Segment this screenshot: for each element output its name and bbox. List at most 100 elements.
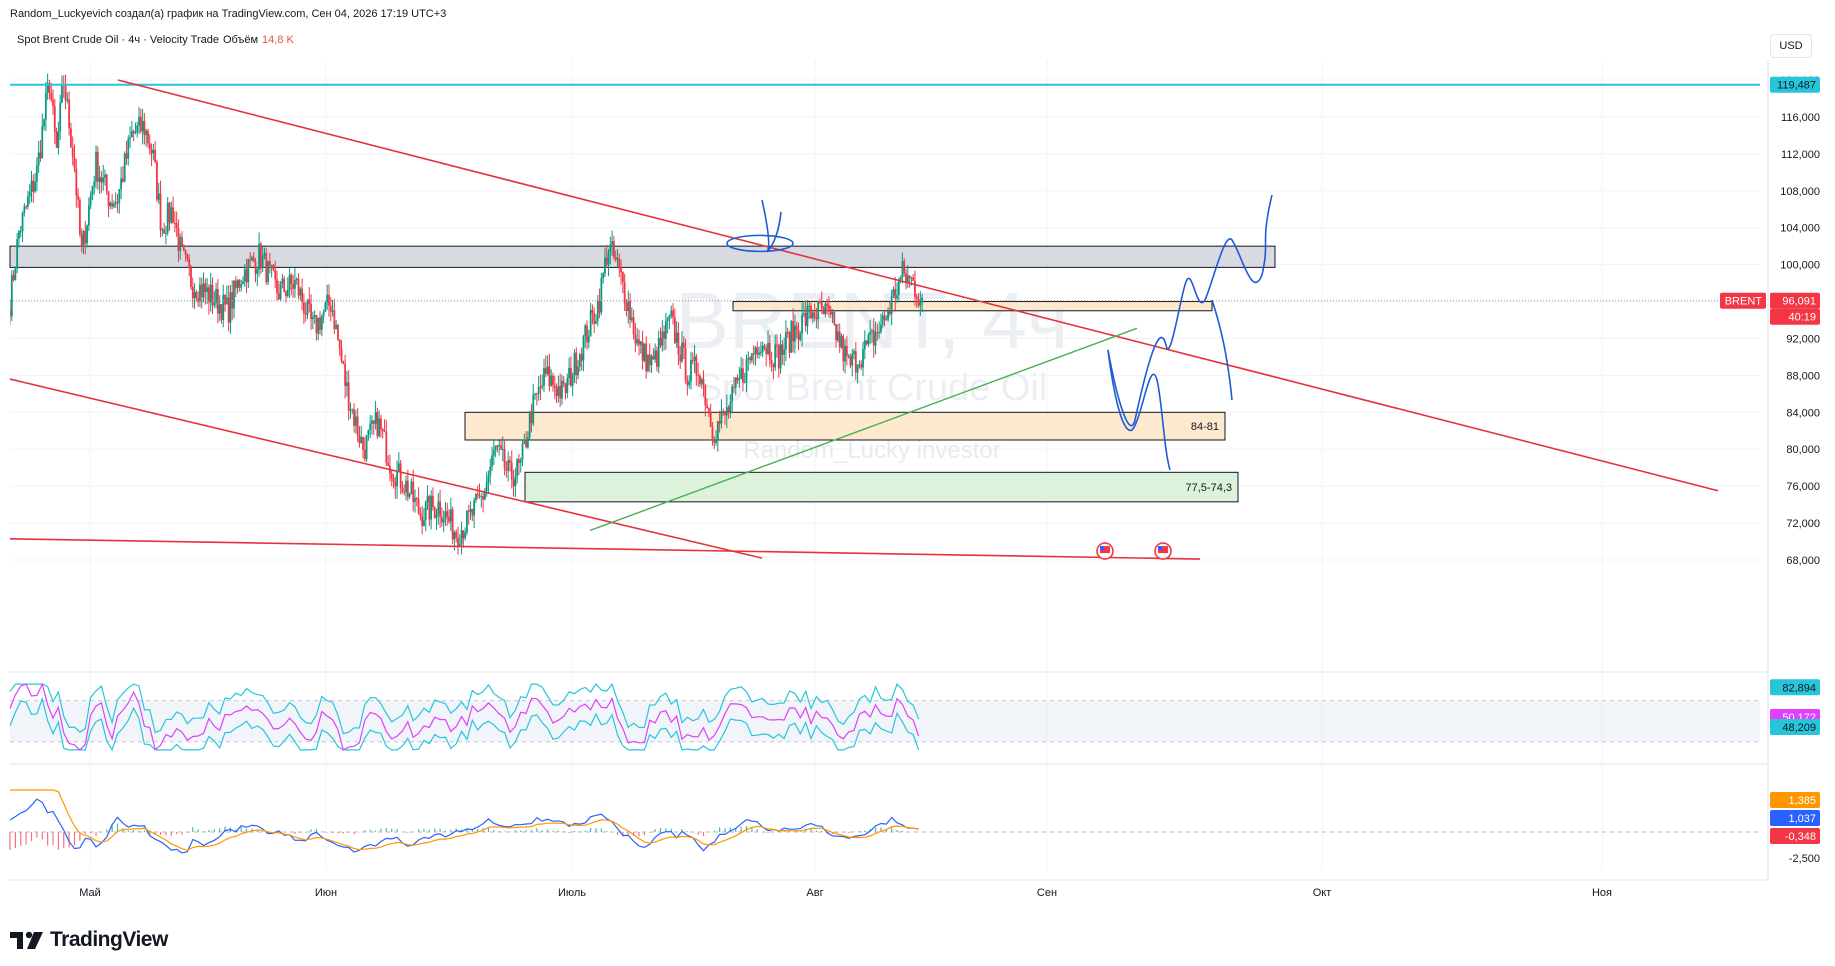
candle-body <box>184 250 187 256</box>
candle-body <box>684 347 687 381</box>
candle-body <box>220 304 223 321</box>
currency-button[interactable]: USD <box>1770 34 1812 58</box>
candle-body <box>446 511 449 517</box>
legend-symbol[interactable]: Spot Brent Crude Oil · 4ч · Velocity Tra… <box>17 34 219 46</box>
candle-body <box>444 511 447 520</box>
candle-body <box>788 332 791 353</box>
candle-body <box>505 468 508 471</box>
candle-body <box>817 301 820 320</box>
candle-body <box>419 513 422 516</box>
candle-body <box>229 292 232 323</box>
candle-body <box>745 359 748 383</box>
candle-body <box>204 283 207 292</box>
macd-value-label-text: 1,037 <box>1788 813 1816 825</box>
candle-body <box>853 351 855 355</box>
candle-body <box>544 368 547 374</box>
candle-body <box>236 280 239 289</box>
candle-body <box>629 300 631 321</box>
candle-body <box>693 356 696 361</box>
candle-body <box>374 412 377 424</box>
candle-body <box>292 283 295 289</box>
candle-body <box>618 258 621 267</box>
candle-body <box>317 317 320 334</box>
candle-body <box>168 202 171 223</box>
candle-body <box>261 255 264 269</box>
candle-body <box>790 320 793 353</box>
candle-body <box>573 352 576 376</box>
candle-body <box>188 258 191 268</box>
candle-body <box>432 495 434 508</box>
candle-body <box>806 306 809 327</box>
candle-body <box>61 84 63 103</box>
candle-body <box>281 278 284 285</box>
candle-body <box>190 267 192 287</box>
candle-body <box>25 206 28 208</box>
economic-event-flag-icon <box>1154 542 1172 560</box>
candle-body <box>869 331 872 335</box>
descending-resistance-line <box>117 79 1719 492</box>
watermark: BRENT, 4ч Spot Brent Crude Oil Random_Lu… <box>676 276 1069 464</box>
candle-body <box>301 288 303 303</box>
candle-body <box>516 459 519 477</box>
candle-body <box>776 344 778 346</box>
candle-body <box>268 260 271 266</box>
candle-body <box>813 312 816 318</box>
candle-body <box>163 229 166 234</box>
candle-body <box>901 261 904 278</box>
candle-body <box>265 253 268 283</box>
candle-body <box>663 331 665 339</box>
candle-body <box>761 345 764 353</box>
candle-body <box>356 416 359 436</box>
candle-body <box>401 487 404 493</box>
candle-body <box>519 459 522 463</box>
candle-body <box>139 116 142 132</box>
candle-body <box>854 351 857 373</box>
candle-body <box>285 291 287 296</box>
candle-body <box>406 480 409 497</box>
chart-legend: Spot Brent Crude Oil · 4ч · Velocity Tra… <box>17 34 294 46</box>
candle-body <box>362 436 364 450</box>
candle-body <box>424 502 427 521</box>
candle-body <box>50 92 53 100</box>
candle-body <box>512 479 515 487</box>
macd-signal-label-text: 1,385 <box>1788 795 1816 807</box>
candle-body <box>906 275 909 283</box>
candle-body <box>792 320 795 342</box>
candle-body <box>876 332 879 334</box>
candle-body <box>243 269 246 282</box>
candle-body <box>550 375 553 387</box>
last-price-label-bg <box>1770 292 1820 309</box>
candle-body <box>71 147 74 158</box>
candle-body <box>810 305 812 319</box>
level-price-label-bg <box>1770 76 1820 93</box>
candle-body <box>878 331 881 333</box>
price-tick-label: 80,000 <box>1786 444 1820 456</box>
candle-body <box>632 317 635 335</box>
candle-body <box>148 143 151 150</box>
candle-body <box>136 125 139 133</box>
candle-body <box>890 295 893 315</box>
candle-body <box>709 411 712 428</box>
candle-body <box>84 230 87 244</box>
candle-body <box>448 516 450 522</box>
candle-body <box>430 495 433 520</box>
candle-body <box>896 295 898 299</box>
candle-body <box>537 386 540 394</box>
candle-body <box>27 196 29 207</box>
candle-body <box>733 386 735 388</box>
candle-body <box>111 202 114 207</box>
candle-body <box>143 120 146 136</box>
candle-body <box>104 174 106 178</box>
candle-body <box>648 354 651 366</box>
candle-body <box>329 305 332 312</box>
price-tick-label: 68,000 <box>1786 555 1820 567</box>
candle-body <box>641 341 644 361</box>
candle-body <box>75 168 78 196</box>
candle-body <box>602 273 605 278</box>
rsi-upper-label-bg <box>1770 679 1820 696</box>
candle-body <box>718 421 721 424</box>
candle-body <box>647 354 649 372</box>
candle-body <box>396 471 398 487</box>
tradingview-logo: TradingView <box>10 928 168 952</box>
